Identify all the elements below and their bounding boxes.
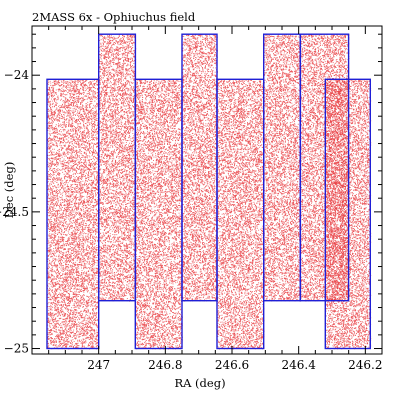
- plot-frame: [31, 25, 383, 355]
- y-tick-label: −24: [4, 68, 30, 82]
- y-tick-label: −25: [4, 342, 29, 356]
- y-tick-label: −24.5: [0, 205, 29, 219]
- tile-8-outline: [324, 78, 371, 350]
- tile-1-points: [47, 79, 100, 350]
- y-axis-label: Dec (deg): [2, 162, 16, 219]
- tile-2-points: [98, 34, 137, 302]
- tile-3-points: [135, 79, 183, 350]
- x-tick-label: 246.2: [348, 358, 382, 372]
- tile-8-points: [325, 79, 372, 350]
- tile-6-points: [263, 34, 302, 302]
- axis-ticks: 247 246.8 246.6 246.4 246.2 −24 −24.5 −25: [0, 26, 383, 372]
- x-axis-label: RA (deg): [174, 376, 225, 390]
- chart-title: 2MASS 6x - Ophiuchus field: [32, 10, 196, 24]
- x-tick-label: 247: [87, 358, 110, 372]
- tile-5-points: [217, 79, 265, 350]
- x-tick-label: 246.8: [148, 358, 182, 372]
- tile-4-points: [182, 34, 218, 302]
- x-tick-label: 246.6: [215, 358, 249, 372]
- tile-7-outline: [299, 33, 350, 302]
- star-points: [47, 34, 372, 350]
- tile-outlines: [46, 33, 371, 350]
- x-tick-label: 246.4: [281, 358, 316, 372]
